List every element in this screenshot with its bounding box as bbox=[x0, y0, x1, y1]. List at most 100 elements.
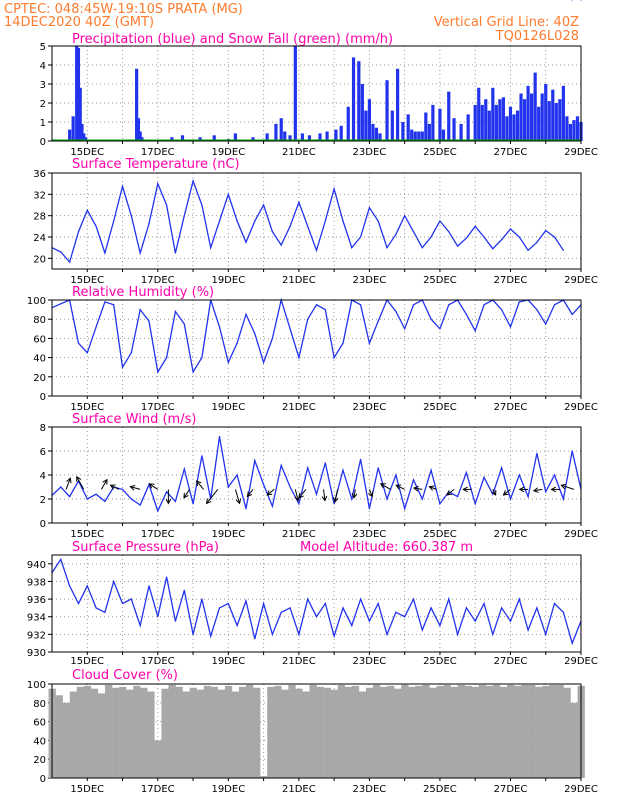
cloud-bar bbox=[260, 776, 268, 778]
date-label: 27DEC bbox=[494, 784, 528, 795]
pressure-point bbox=[430, 607, 432, 609]
date-label: 27DEC bbox=[494, 147, 528, 158]
cloud-bar bbox=[239, 686, 247, 778]
date-label: 23DEC bbox=[353, 784, 387, 795]
wind-arrow-head bbox=[502, 490, 509, 496]
y-tick-label: 0 bbox=[40, 774, 46, 785]
wind-point bbox=[474, 503, 476, 505]
y-tick-label: 28 bbox=[33, 212, 46, 223]
humidity-point bbox=[307, 318, 309, 320]
pressure-point bbox=[227, 602, 229, 605]
pressure-point bbox=[280, 611, 282, 613]
precip-bar bbox=[198, 137, 202, 141]
precip-bar bbox=[307, 135, 312, 141]
temperature-point bbox=[351, 247, 353, 249]
wind-arrow-head bbox=[102, 478, 108, 485]
precip-bar bbox=[459, 123, 463, 141]
humidity-point bbox=[571, 313, 573, 315]
temperature-point bbox=[289, 225, 291, 227]
date-label: 27DEC bbox=[494, 402, 528, 413]
humidity-point bbox=[174, 310, 177, 313]
wind-arrow-head bbox=[518, 486, 525, 493]
precip-bar bbox=[494, 104, 498, 141]
y-tick-label: 0 bbox=[40, 519, 46, 530]
y-tick-label: 4 bbox=[40, 471, 46, 482]
date-label: 29DEC bbox=[564, 147, 598, 158]
wind-point bbox=[60, 486, 62, 488]
temperature-point bbox=[236, 220, 238, 222]
pressure-point bbox=[315, 616, 318, 618]
wind-arrow-head bbox=[195, 480, 202, 487]
date-label: 29DEC bbox=[564, 784, 598, 795]
cloud-bar bbox=[140, 687, 148, 778]
precip-bar bbox=[540, 93, 544, 141]
temperature-point bbox=[130, 215, 132, 217]
header: CPTEC: 048:45W-19:10S PRATA (MG) 14DEC20… bbox=[4, 2, 579, 44]
date-label: 29DEC bbox=[564, 656, 598, 667]
cloud-bar bbox=[168, 684, 176, 778]
cloud-panel: Cloud Cover (%) 0 20 40 60 80 100 15DEC 17DEC 19D… bbox=[27, 668, 598, 795]
wind-point bbox=[465, 472, 467, 474]
temperature-point bbox=[298, 201, 300, 203]
wind-point bbox=[201, 455, 203, 457]
humidity-point bbox=[263, 361, 265, 363]
precip-bar bbox=[385, 80, 389, 141]
temperature-point bbox=[271, 231, 274, 233]
temperature-point bbox=[421, 247, 423, 249]
precip-bar bbox=[351, 57, 356, 141]
precip-title: Precipitation (blue) and Snow Fall (gree… bbox=[72, 32, 393, 47]
wind-arrow-head bbox=[560, 483, 567, 490]
wind-arrow-head bbox=[266, 490, 273, 496]
cloud-bar bbox=[253, 687, 261, 778]
precip-bar bbox=[505, 116, 509, 141]
cloud-bar bbox=[344, 686, 353, 778]
pressure-point bbox=[395, 611, 397, 613]
pressure-panel: Surface Pressure (hPa) Model Altitude: 66… bbox=[27, 540, 598, 667]
temperature-point bbox=[456, 245, 459, 247]
wind-arrow-head bbox=[395, 484, 402, 490]
cloud-bar bbox=[196, 689, 204, 778]
precip-bar bbox=[274, 123, 278, 141]
temperature-point bbox=[404, 215, 406, 217]
cloud-bar bbox=[542, 685, 550, 778]
precip-bar bbox=[522, 99, 527, 141]
pressure-point bbox=[474, 620, 476, 622]
cloud-bar bbox=[76, 686, 85, 778]
cloud-bar bbox=[62, 702, 70, 778]
wind-point bbox=[404, 508, 406, 510]
pressure-point bbox=[183, 589, 185, 591]
wind-point bbox=[412, 479, 415, 481]
precip-bar bbox=[401, 122, 405, 141]
wind-point bbox=[333, 503, 335, 505]
wind-point bbox=[280, 464, 282, 466]
cloud-bar bbox=[281, 689, 289, 778]
humidity-point bbox=[166, 357, 168, 359]
temperature-point bbox=[465, 237, 467, 239]
precip-bar bbox=[334, 129, 338, 141]
cloud-title: Cloud Cover (%) bbox=[72, 668, 178, 683]
precip-bar bbox=[508, 106, 513, 141]
pressure-point bbox=[263, 602, 265, 605]
pressure-point bbox=[236, 624, 238, 627]
humidity-point bbox=[201, 357, 203, 359]
cloud-bar bbox=[507, 684, 515, 778]
precip-bar bbox=[212, 135, 216, 141]
temperature-point bbox=[104, 252, 106, 254]
wind-arrow bbox=[110, 484, 120, 490]
precip-bar bbox=[501, 97, 506, 141]
precip-bar bbox=[279, 118, 283, 141]
wind-point bbox=[218, 436, 221, 438]
date-label: 21DEC bbox=[282, 656, 316, 667]
precip-bar bbox=[378, 133, 382, 141]
precip-bar bbox=[420, 131, 424, 141]
humidity-point bbox=[483, 304, 485, 306]
cloud-bar bbox=[83, 685, 92, 778]
temperature-point bbox=[377, 220, 379, 222]
y-tick-label: 100 bbox=[27, 680, 46, 691]
temperature-point bbox=[474, 225, 476, 227]
wind-point bbox=[395, 474, 397, 476]
wind-arrow-head bbox=[66, 477, 72, 484]
pressure-point bbox=[571, 642, 573, 644]
cloud-bar bbox=[90, 688, 99, 778]
wind-point bbox=[527, 496, 529, 498]
